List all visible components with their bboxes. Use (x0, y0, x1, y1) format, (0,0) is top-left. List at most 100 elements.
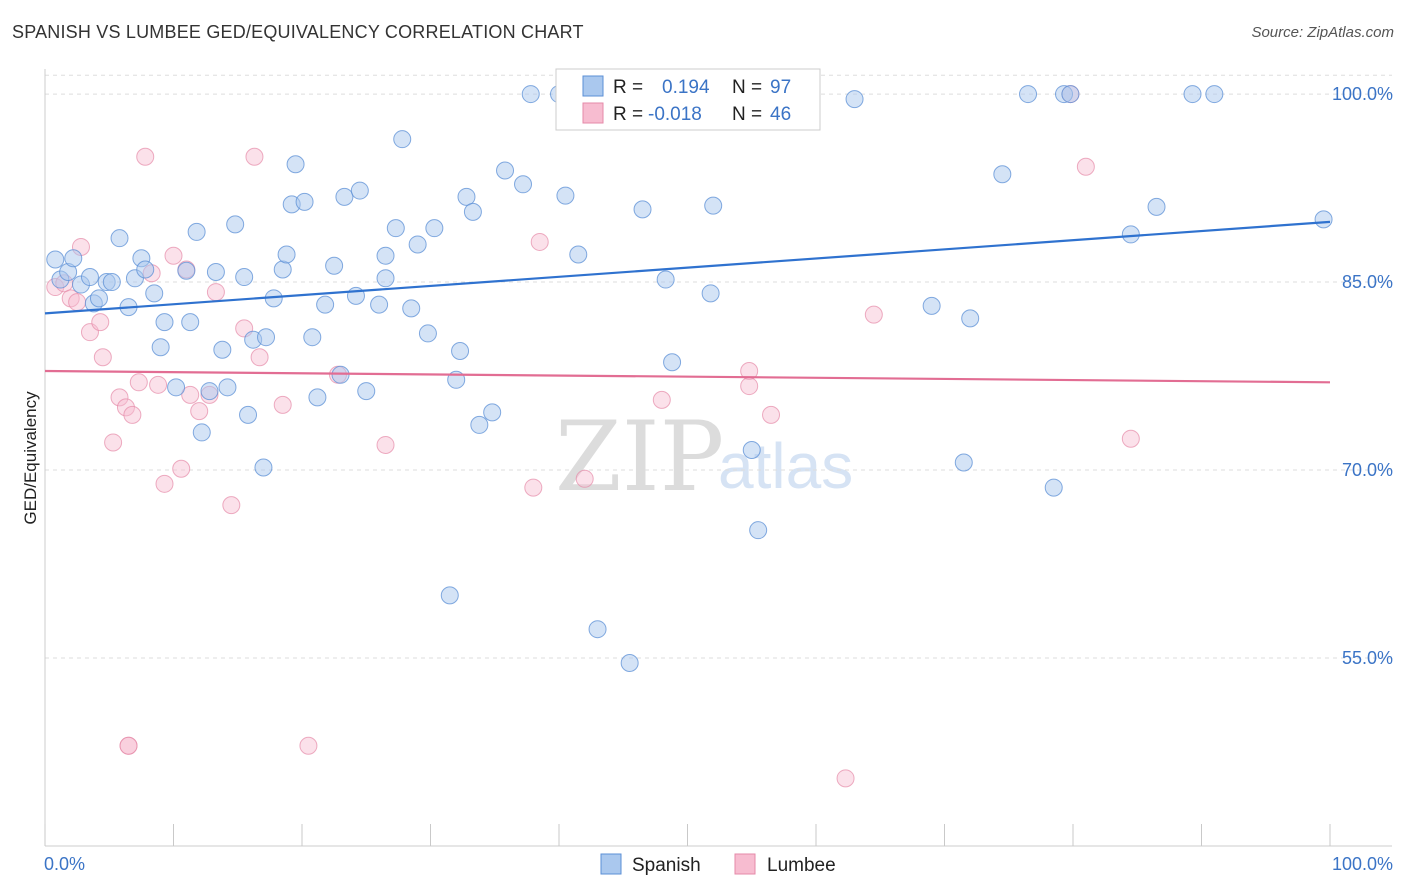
lumbee-point (93, 348, 112, 367)
spanish-point (136, 260, 155, 279)
spanish-point (80, 268, 99, 287)
lumbee-swatch (582, 102, 604, 124)
spanish-point (370, 295, 389, 314)
spanish-point (1205, 85, 1224, 104)
spanish-point (331, 365, 350, 384)
spanish-point (350, 181, 369, 200)
spanish-point (102, 273, 121, 292)
legend-lumbee-label: Lumbee (767, 855, 836, 876)
spanish-point (470, 415, 489, 434)
spanish-point (295, 192, 314, 211)
spanish-n-label: N = (732, 77, 762, 98)
spanish-point (218, 378, 237, 397)
spanish-point (569, 245, 588, 264)
spanish-point (64, 249, 83, 268)
x-tick-label-max: 100.0% (1332, 854, 1393, 874)
spanish-point (386, 219, 405, 238)
lumbee-point (68, 293, 87, 312)
lumbee-point (119, 736, 138, 755)
lumbee-point (762, 405, 781, 424)
lumbee-n-value: 46 (770, 104, 791, 125)
lumbee-point (123, 405, 142, 424)
lumbee-point (129, 373, 148, 392)
spanish-point (425, 219, 444, 238)
spanish-r-label: R = (613, 77, 643, 98)
lumbee-point (524, 478, 543, 497)
y-tick-label: 70.0% (1342, 460, 1393, 480)
spanish-n-value: 97 (770, 77, 791, 98)
spanish-point (588, 620, 607, 639)
spanish-point (556, 186, 575, 205)
spanish-point (286, 155, 305, 174)
spanish-point (1314, 210, 1333, 229)
watermark-zip: ZIP (555, 401, 724, 513)
lumbee-point (190, 402, 209, 421)
lumbee-point (1076, 157, 1095, 176)
lumbee-point (1121, 429, 1140, 448)
gridlines (45, 74, 1392, 659)
spanish-point (325, 256, 344, 275)
spanish-point (308, 388, 327, 407)
watermark: ZIP atlas (555, 401, 853, 513)
lumbee-point (116, 398, 135, 417)
spanish-point (1147, 197, 1166, 216)
x-tick-label-min: 0.0% (44, 854, 85, 874)
lumbee-r-label: R = (613, 104, 643, 125)
source-credit: Source: ZipAtlas.com (1251, 24, 1394, 41)
spanish-point (1061, 85, 1080, 104)
spanish-point (335, 187, 354, 206)
spanish-point (922, 296, 941, 315)
spanish-point (521, 85, 540, 104)
lumbee-point (864, 305, 883, 324)
tick-labels: 55.0% 70.0% 85.0% 100.0% 0.0% 100.0% (44, 84, 1393, 874)
spanish-point (1121, 225, 1140, 244)
lumbee-point (740, 377, 759, 396)
spanish-point (192, 423, 211, 442)
trend-lines (44, 220, 1331, 384)
spanish-point (110, 229, 129, 248)
lumbee-point (299, 736, 318, 755)
lumbee-point (136, 147, 155, 166)
spanish-point (235, 268, 254, 287)
spanish-point (620, 654, 639, 673)
spanish-series (46, 85, 1333, 673)
spanish-point (273, 260, 292, 279)
spanish-point (376, 246, 395, 265)
spanish-point (633, 200, 652, 219)
spanish-trend-line (44, 220, 1331, 315)
spanish-point (357, 382, 376, 401)
lumbee-point (530, 232, 549, 251)
spanish-r-value: 0.194 (662, 77, 710, 98)
spanish-point (145, 284, 164, 303)
spanish-point (663, 353, 682, 372)
spanish-point (277, 245, 296, 264)
spanish-point (514, 175, 533, 194)
lumbee-trend-line (44, 369, 1331, 384)
spanish-point (206, 263, 225, 282)
spanish-point (704, 196, 723, 215)
spanish-point (89, 289, 108, 308)
stats-legend: R = 0.194 N = 97 R = -0.018 N = 46 (555, 68, 821, 131)
lumbee-point (155, 474, 174, 493)
spanish-point (993, 165, 1012, 184)
spanish-point (187, 222, 206, 241)
spanish-point (167, 378, 186, 397)
spanish-point (303, 328, 322, 347)
lumbee-r-value: -0.018 (648, 104, 702, 125)
spanish-point (200, 382, 219, 401)
lumbee-point (91, 313, 110, 332)
spanish-point (742, 440, 761, 459)
lumbee-point (245, 147, 264, 166)
lumbee-point (250, 348, 269, 367)
watermark-atlas: atlas (718, 430, 853, 502)
bottom-legend: Spanish Lumbee (600, 853, 836, 876)
lumbee-point (110, 388, 129, 407)
spanish-point (46, 250, 65, 269)
spanish-point (155, 313, 174, 332)
y-axis-label: GED/Equivalency (21, 391, 40, 525)
spanish-point (177, 261, 196, 280)
lumbee-point (740, 362, 759, 381)
spanish-point (451, 341, 470, 360)
lumbee-point (652, 390, 671, 409)
lumbee-point (836, 769, 855, 788)
